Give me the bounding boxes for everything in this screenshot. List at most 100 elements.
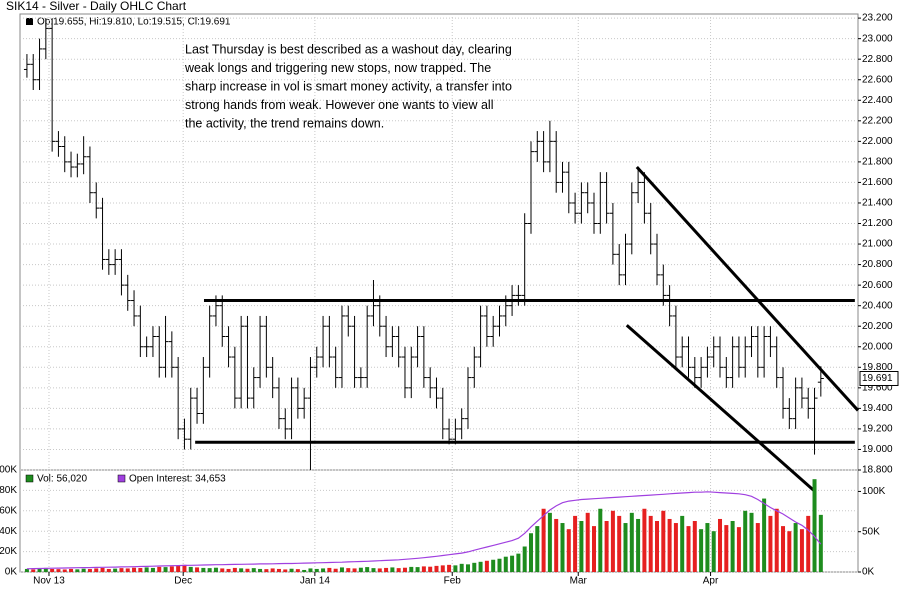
volume-bar [31,569,36,572]
x-tick-label: Nov 13 [33,576,65,587]
annotation: weak longs and triggering new stops, now… [184,61,491,75]
y2-tick-label: 0K [862,567,875,578]
volume-bar [705,523,710,572]
volume-bar [629,512,634,572]
volume-bar [440,565,445,572]
volume-bar [692,521,697,572]
volume-bar [308,568,313,572]
volume-bar [472,562,477,572]
volume-bar [522,546,527,572]
volume-bar [491,559,496,572]
volume-bar [377,568,382,572]
volume-bar [655,521,660,572]
y-tick-label: 40K [0,526,17,537]
volume-bar [497,558,502,572]
volume-bar [610,510,615,572]
y-tick-label: 20.800 [862,259,893,270]
volume-bar [150,567,155,572]
volume-bar [239,568,244,572]
y-tick-label: 21.200 [862,218,893,229]
volume-bar [251,568,256,572]
y-tick-label: 19.400 [862,403,893,414]
volume-bar [232,567,237,572]
volume-bar [598,508,603,572]
volume-bar [220,568,225,572]
volume-bar [302,569,307,572]
volume-bar [573,515,578,572]
volume-bar [768,515,773,572]
volume-bar [686,526,691,572]
volume-bar [510,555,515,572]
marks [23,18,860,572]
volume-bar [37,568,42,572]
volume-bar [365,567,370,572]
volume-bar [478,561,483,572]
y-tick-label: 21.600 [862,177,893,188]
volume-bar [106,568,111,572]
open-interest-line [26,491,822,570]
last-price-label: 19.691 [862,373,893,384]
volume-bar [270,568,275,572]
volume-bar [434,565,439,572]
x-tick-label: Mar [570,576,588,587]
volume-bar [718,518,723,572]
y-tick-label: 19.600 [862,382,893,393]
volume-bar [484,560,489,572]
y-tick-label: 21.000 [862,239,893,250]
volume-bar [352,568,357,572]
legend-swatch [117,474,126,483]
volume-bar [604,521,609,572]
y-tick-label: 23.000 [862,33,893,44]
volume-bar [390,567,395,572]
volume-bar [100,567,105,572]
volume-bar [119,568,124,572]
volume-bar [465,564,470,572]
y-tick-label: 20.200 [862,321,893,332]
volume-bar [94,568,99,572]
volume-bar [591,526,596,572]
volume-bar [560,523,565,572]
y-tick-label: 19.800 [862,362,893,373]
x-tick-label: Feb [444,576,462,587]
volume-bar [289,568,294,572]
y-tick-label: 80K [0,485,17,496]
volume-bar [711,531,716,572]
volume-bar [762,498,767,572]
volume-bar [195,567,200,572]
volume-bar [201,567,206,572]
volume-bar [333,568,338,572]
y-tick-label: 18.800 [862,465,893,476]
volume-bar [724,525,729,572]
x-tick-label: Apr [703,576,719,587]
annotation: Last Thursday is best described as a was… [185,42,512,56]
volume-bar [774,508,779,572]
legend-text: Op:19.655, Hi:19.810, Lo:19.515, Cl:19.6… [37,17,231,28]
y-tick-label: 20.400 [862,300,893,311]
volume-bar [125,568,130,572]
y-tick-label: 19.000 [862,444,893,455]
trendline [635,166,860,412]
volume-bar [585,512,590,572]
volume-bar [409,566,414,572]
y-tick-label: 20K [0,546,17,557]
volume-bar [314,568,319,572]
y-tick-label: 00K [0,465,17,476]
volume-bar [258,568,263,572]
volume-bar [415,567,420,572]
volume-bar [623,523,628,572]
volume-bar [459,563,464,572]
volume-bar [787,531,792,572]
legend-swatch [26,18,33,25]
y-tick-label: 20.600 [862,280,893,291]
volume-bar [503,556,508,572]
y-tick-label: 21.800 [862,157,893,168]
volume-bar [579,521,584,572]
y-tick-label: 21.400 [862,198,893,209]
grid [20,14,858,573]
y2-tick-label: 50K [862,526,880,537]
volume-bar [207,568,212,572]
y-tick-label: 60K [0,505,17,516]
volume-bar [295,569,300,572]
volume-bar [113,568,118,572]
